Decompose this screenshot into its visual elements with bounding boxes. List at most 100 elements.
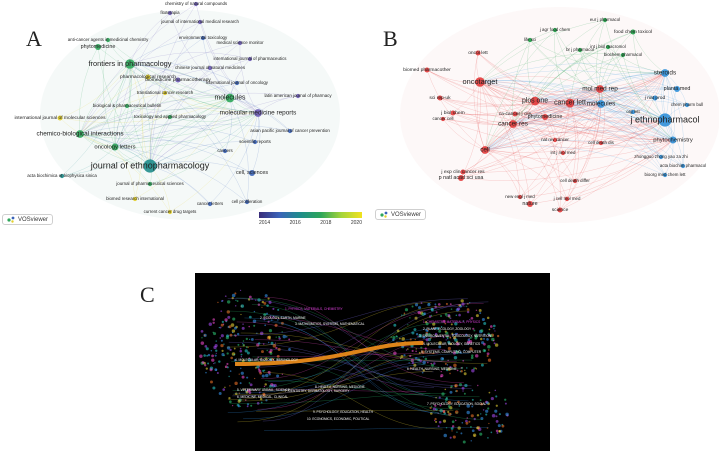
map-point (442, 319, 446, 323)
map-point (404, 308, 409, 312)
map-point (233, 347, 236, 350)
network-node (440, 116, 446, 122)
node-label: asian pacific journal of cancer preventi… (250, 128, 330, 133)
citation-link (264, 380, 480, 398)
map-point (200, 329, 204, 333)
network-link (460, 81, 482, 179)
map-point (421, 371, 424, 374)
network-node (475, 50, 481, 56)
map-point (414, 303, 419, 307)
network-node (450, 110, 456, 116)
citation-link (257, 334, 469, 410)
map-point (460, 432, 463, 435)
map-point (239, 382, 242, 385)
network-node (295, 93, 301, 99)
map-point (442, 410, 446, 414)
node-label: journal of ethnopharmacology (90, 161, 210, 171)
map-point (480, 413, 482, 415)
map-point (210, 349, 213, 352)
map-point (201, 337, 203, 339)
network-link (479, 80, 666, 121)
map-point (265, 357, 268, 360)
map-point (233, 353, 236, 356)
network-link (114, 97, 231, 148)
network-link (512, 123, 564, 154)
map-point (451, 430, 453, 432)
map-point (465, 305, 468, 308)
map-point (241, 375, 245, 379)
network-link (79, 133, 211, 205)
network-link (452, 112, 666, 133)
left-cluster-label: 6. MEDICINE, MEDICAL, CLINICAL (237, 395, 288, 399)
left-cluster-label: 9. PSYCHOLOGY, EDUCATION, HEALTH (313, 410, 374, 414)
map-point (288, 348, 291, 351)
network-link (79, 67, 211, 135)
network-link (462, 119, 666, 173)
citation-link (228, 341, 472, 389)
network-node (564, 196, 570, 202)
node-layer (57, 1, 301, 215)
network-node (147, 181, 153, 187)
network-link (512, 96, 656, 125)
map-point (266, 349, 268, 352)
map-point (475, 314, 479, 318)
map-point (240, 353, 243, 356)
network-link (599, 87, 688, 106)
map-point (472, 349, 474, 351)
map-point (231, 329, 236, 333)
map-point (434, 417, 437, 421)
network-node (475, 77, 485, 87)
left-cluster-label: 1. PHYSICS, MATERIALS, CHEMISTRY (285, 307, 343, 311)
map-point (260, 357, 263, 360)
map-point (496, 334, 500, 338)
node-label: scientific reports (239, 139, 272, 144)
node-label: steroids (654, 70, 676, 77)
network-link (566, 103, 602, 200)
map-point (396, 335, 398, 338)
map-point (205, 347, 209, 351)
map-point (501, 423, 504, 426)
network-link (229, 97, 291, 132)
map-point (415, 333, 419, 336)
network-link (439, 97, 666, 128)
network-link (484, 149, 568, 200)
network-link (484, 149, 521, 198)
map-point (253, 324, 256, 327)
network-node (287, 128, 293, 134)
map-point (241, 359, 245, 363)
network-link (107, 39, 231, 99)
map-point (215, 340, 217, 342)
map-point (226, 346, 231, 350)
map-point (486, 427, 489, 429)
network-link (599, 31, 634, 90)
map-point (267, 320, 270, 323)
node-label: chem pharm bull (671, 102, 703, 107)
map-point (438, 345, 442, 349)
map-point (443, 433, 448, 438)
network-link (149, 112, 259, 185)
map-point (498, 430, 501, 433)
map-point (421, 350, 425, 354)
network-link (479, 81, 571, 104)
map-point (439, 408, 443, 413)
map-point (268, 329, 273, 333)
network-link (599, 72, 666, 90)
map-point (233, 334, 236, 336)
network-link (177, 79, 231, 99)
map-point (450, 323, 453, 326)
left-cluster-label: 10. ECONOMICS, ECONOMIC, POLITICAL (307, 417, 370, 421)
network-link (114, 124, 291, 148)
network-link (484, 145, 666, 176)
map-point (441, 392, 445, 396)
network-link (79, 133, 151, 185)
network-link (512, 46, 609, 125)
right-cluster-label: 3. ENVIRONMENTAL, TOXICOLOGY, NUTRITION (419, 334, 492, 338)
node-label: journal of international medical researc… (160, 19, 239, 24)
map-point (462, 320, 465, 322)
node-label: eur j pharmacol (590, 17, 620, 22)
network-link (529, 139, 674, 205)
map-point (451, 332, 454, 335)
map-point (398, 337, 401, 340)
network-link (670, 88, 678, 141)
map-point (205, 371, 207, 374)
